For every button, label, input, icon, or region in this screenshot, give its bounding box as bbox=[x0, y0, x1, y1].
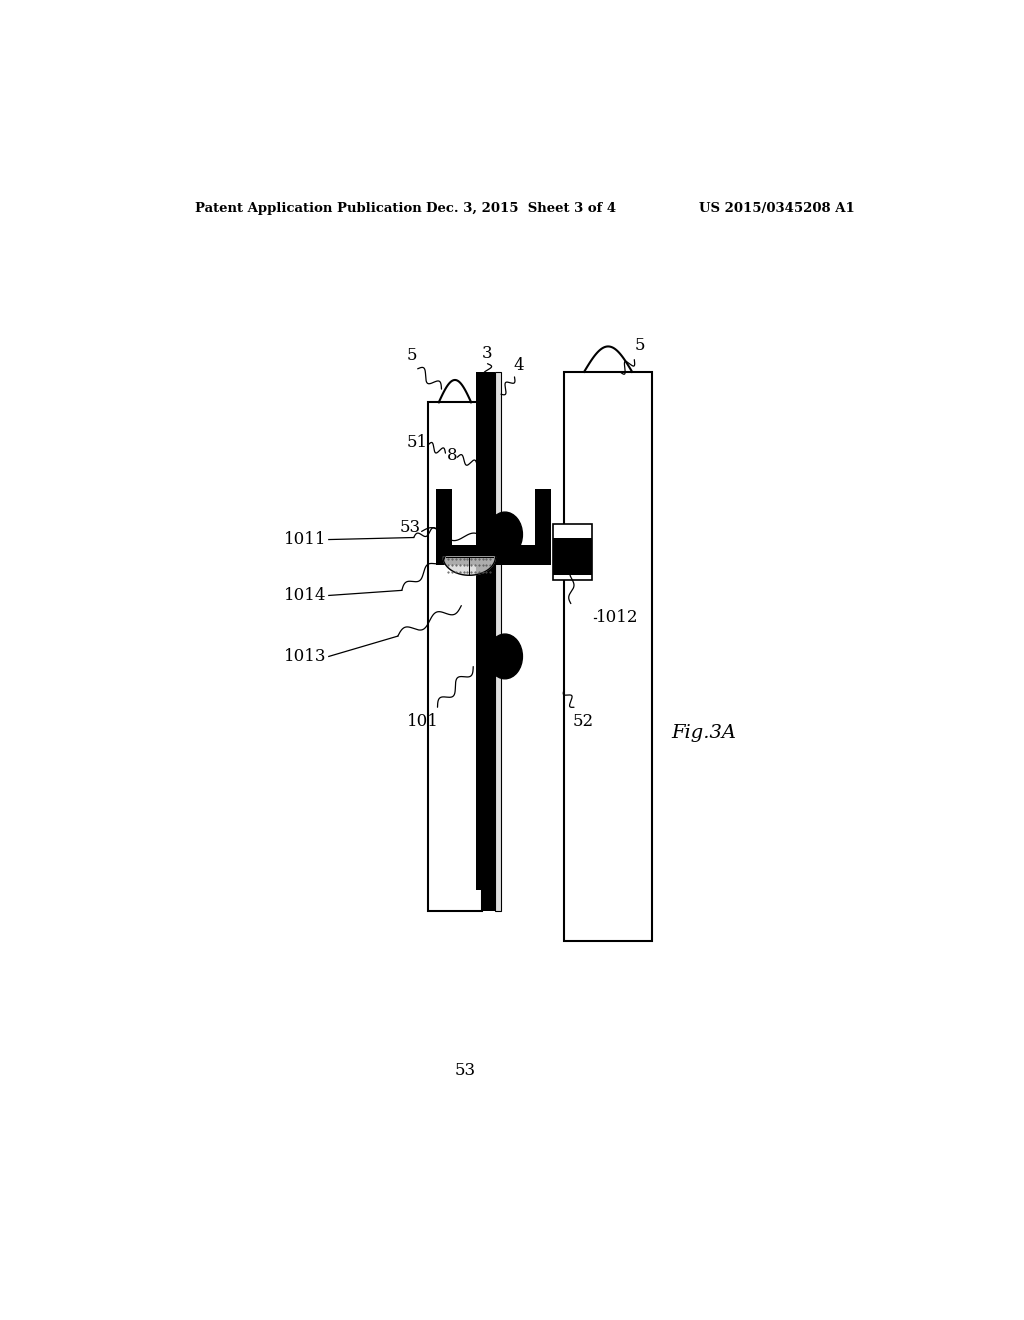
Text: 101: 101 bbox=[408, 713, 439, 730]
Text: 1014: 1014 bbox=[284, 587, 327, 605]
Bar bbox=[495, 372, 501, 911]
Text: 1013: 1013 bbox=[284, 648, 327, 665]
Text: 53: 53 bbox=[455, 1061, 476, 1078]
Text: 53: 53 bbox=[399, 519, 420, 536]
Polygon shape bbox=[443, 557, 496, 576]
Bar bbox=[553, 545, 592, 576]
Circle shape bbox=[487, 634, 522, 678]
Bar bbox=[553, 524, 592, 581]
Text: 5: 5 bbox=[407, 347, 418, 364]
Bar bbox=[553, 537, 592, 548]
Text: 52: 52 bbox=[573, 713, 594, 730]
Text: Patent Application Publication: Patent Application Publication bbox=[196, 202, 422, 215]
Text: 4: 4 bbox=[513, 356, 523, 374]
Bar bbox=[475, 372, 482, 890]
Text: US 2015/0345208 A1: US 2015/0345208 A1 bbox=[699, 202, 855, 215]
Bar bbox=[482, 372, 495, 911]
Bar bbox=[428, 403, 482, 911]
Text: Dec. 3, 2015  Sheet 3 of 4: Dec. 3, 2015 Sheet 3 of 4 bbox=[426, 202, 615, 215]
Bar bbox=[436, 545, 536, 565]
Text: 1012: 1012 bbox=[596, 610, 639, 626]
Text: 1011: 1011 bbox=[284, 531, 327, 548]
Bar bbox=[536, 488, 551, 565]
Text: 3: 3 bbox=[482, 345, 493, 362]
Text: 8: 8 bbox=[446, 446, 457, 463]
Text: 51: 51 bbox=[408, 434, 428, 451]
Circle shape bbox=[487, 512, 522, 557]
Bar bbox=[564, 372, 652, 941]
Text: 5: 5 bbox=[635, 337, 645, 354]
Bar bbox=[436, 488, 452, 565]
Text: Fig.3A: Fig.3A bbox=[672, 723, 736, 742]
